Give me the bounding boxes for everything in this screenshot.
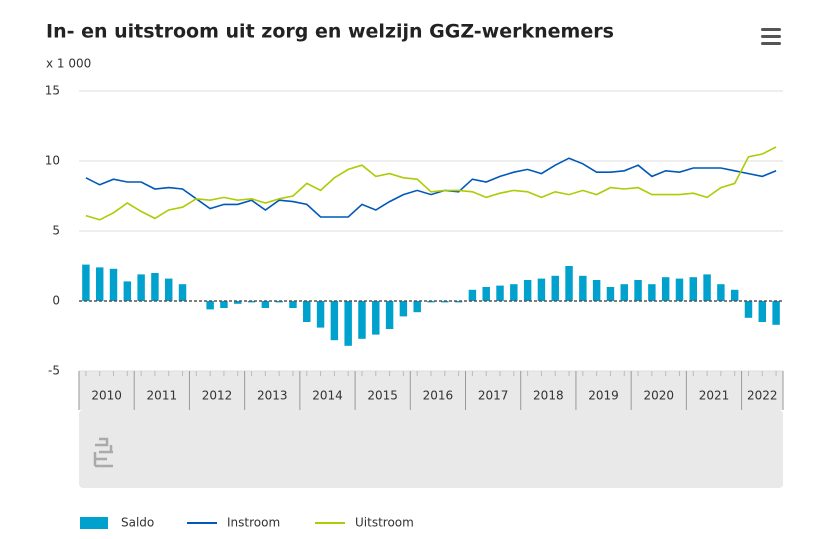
legend-swatch: [80, 517, 108, 529]
x-tick-label: 2012: [202, 389, 233, 403]
x-tick-label: 2016: [423, 389, 454, 403]
x-tick-label: 2022: [747, 389, 778, 403]
bar: [482, 287, 490, 301]
x-tick-label: 2018: [533, 389, 564, 403]
bar: [399, 301, 408, 317]
bar: [772, 301, 780, 325]
bar: [344, 301, 352, 346]
x-axis-band: [79, 371, 783, 410]
bar: [537, 278, 546, 301]
bar: [82, 264, 90, 301]
bar: [620, 284, 628, 301]
bar: [330, 301, 339, 341]
bar: [703, 274, 711, 301]
bar: [496, 285, 504, 301]
bar: [261, 301, 270, 308]
legend-label: Saldo: [121, 516, 154, 530]
bar: [579, 275, 587, 301]
bar: [606, 287, 615, 301]
x-tick-label: 2017: [478, 389, 509, 403]
bar: [206, 301, 214, 310]
chart-title: In- en uitstroom uit zorg en welzijn GGZ…: [46, 21, 614, 43]
logo-panel: [79, 410, 783, 488]
bar: [178, 284, 187, 301]
bar: [220, 301, 228, 308]
legend-label: Uitstroom: [355, 516, 414, 530]
x-tick-label: 2021: [699, 389, 730, 403]
bar: [523, 280, 532, 301]
bar: [289, 301, 297, 308]
y-tick-label: 0: [52, 294, 60, 308]
bar: [137, 274, 145, 301]
bar: [468, 289, 477, 301]
menu-icon[interactable]: [761, 28, 781, 45]
legend-label: Instroom: [227, 516, 280, 530]
bar: [689, 277, 698, 301]
bar: [95, 267, 104, 301]
bar: [358, 301, 366, 339]
bar: [730, 289, 739, 301]
bar: [551, 275, 559, 301]
y-tick-label: 10: [45, 154, 60, 168]
x-tick-label: 2013: [257, 389, 288, 403]
bar: [385, 301, 394, 329]
bar: [454, 301, 463, 303]
x-tick-label: 2019: [588, 389, 619, 403]
bar: [634, 280, 642, 301]
x-tick-label: 2020: [643, 389, 674, 403]
menu-bar[interactable]: [761, 28, 781, 31]
y-tick-label: -5: [48, 364, 60, 378]
bar: [303, 301, 311, 322]
bar: [661, 277, 670, 301]
line: [85, 146, 777, 221]
menu-bar[interactable]: [761, 35, 781, 38]
bar: [592, 280, 601, 301]
menu-bar[interactable]: [761, 42, 781, 45]
unit-label: x 1 000: [46, 57, 91, 71]
bar: [565, 266, 573, 301]
bar: [744, 301, 753, 318]
bar: [675, 278, 684, 301]
bar: [717, 284, 725, 301]
bar: [510, 284, 518, 301]
bar: [316, 301, 325, 328]
x-tick-label: 2010: [91, 389, 122, 403]
bar: [234, 301, 242, 304]
bar: [372, 301, 380, 335]
logo-mark: [93, 437, 113, 468]
cbs-logo: [93, 437, 113, 468]
x-tick-label: 2011: [147, 389, 178, 403]
bar: [123, 281, 132, 301]
line: [85, 157, 777, 218]
bar: [109, 268, 118, 301]
bar: [164, 278, 173, 301]
bar: [648, 284, 656, 301]
x-tick-label: 2015: [367, 389, 398, 403]
y-tick-label: 5: [52, 224, 60, 238]
bar: [758, 301, 767, 322]
bar: [413, 301, 421, 313]
y-tick-label: 15: [45, 84, 60, 98]
bar: [151, 273, 159, 301]
x-tick-label: 2014: [312, 389, 343, 403]
